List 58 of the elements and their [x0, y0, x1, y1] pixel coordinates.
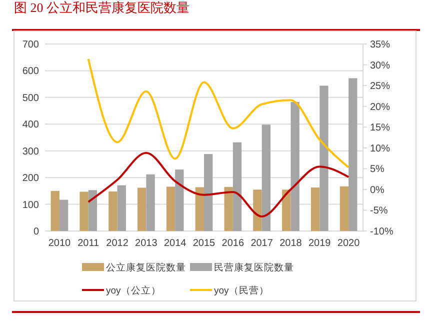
x-tick-label: 2018 [280, 238, 302, 249]
y2-tick-label: -10% [370, 226, 394, 238]
bar [310, 187, 320, 231]
x-tick-label: 2015 [192, 238, 216, 249]
y2-tick-label: 35% [370, 40, 390, 50]
bar [204, 154, 213, 231]
bar [232, 142, 242, 231]
y2-tick-label: 25% [370, 81, 390, 92]
bar [138, 188, 146, 231]
bar [146, 174, 155, 231]
y-tick-label: 100 [22, 200, 40, 211]
y-tick-label: 700 [22, 40, 40, 50]
bar [282, 190, 291, 231]
x-tick-label: 2016 [222, 238, 244, 249]
bar [253, 190, 262, 231]
y2-tick-label: -5% [370, 206, 388, 217]
bar [290, 102, 300, 231]
bar [348, 78, 358, 231]
legend-label: 公立康复医院数量 [106, 261, 186, 274]
y-tick-label: 300 [22, 146, 40, 158]
x-tick-label: 2020 [337, 238, 360, 249]
bar [80, 192, 88, 231]
x-tick-label: 2019 [308, 238, 332, 249]
bar [262, 124, 270, 231]
bar [117, 185, 126, 231]
x-tick-label: 2014 [164, 238, 187, 249]
bar [195, 187, 204, 231]
y2-tick-label: 15% [370, 122, 390, 134]
y2-tick-label: 20% [370, 102, 390, 113]
x-tick-label: 2012 [106, 238, 129, 249]
y2-tick-label: 0% [370, 184, 385, 196]
x-tick-label: 2011 [78, 238, 100, 249]
bar [50, 190, 60, 231]
bar [166, 186, 176, 231]
y-tick-label: 200 [22, 173, 40, 184]
bar [175, 170, 184, 231]
x-tick-label: 2017 [250, 238, 274, 249]
y-tick-label: 400 [22, 120, 40, 131]
legend-label: yoy（民营） [214, 284, 269, 296]
y-tick-label: 600 [22, 66, 40, 78]
legend-label: 民营康复医院数量 [214, 261, 294, 274]
y-tick-label: 500 [22, 92, 40, 104]
x-tick-label: 2010 [48, 238, 72, 249]
bar [224, 186, 233, 231]
bar [320, 86, 328, 231]
bar [340, 186, 349, 231]
y-tick-label: 0 [33, 226, 40, 238]
x-tick-label: 2013 [135, 238, 158, 249]
y2-tick-label: 5% [370, 164, 385, 176]
legend-label: yoy（公立） [106, 284, 161, 296]
y2-tick-label: 10% [370, 143, 390, 154]
bar [108, 191, 118, 231]
bar [59, 200, 68, 231]
y2-tick-label: 30% [370, 60, 390, 72]
chart-title: 图 20 公立和民营康复医院数量 [14, 0, 190, 15]
line-series [87, 152, 350, 218]
line-series [87, 58, 350, 168]
bar [88, 190, 98, 231]
